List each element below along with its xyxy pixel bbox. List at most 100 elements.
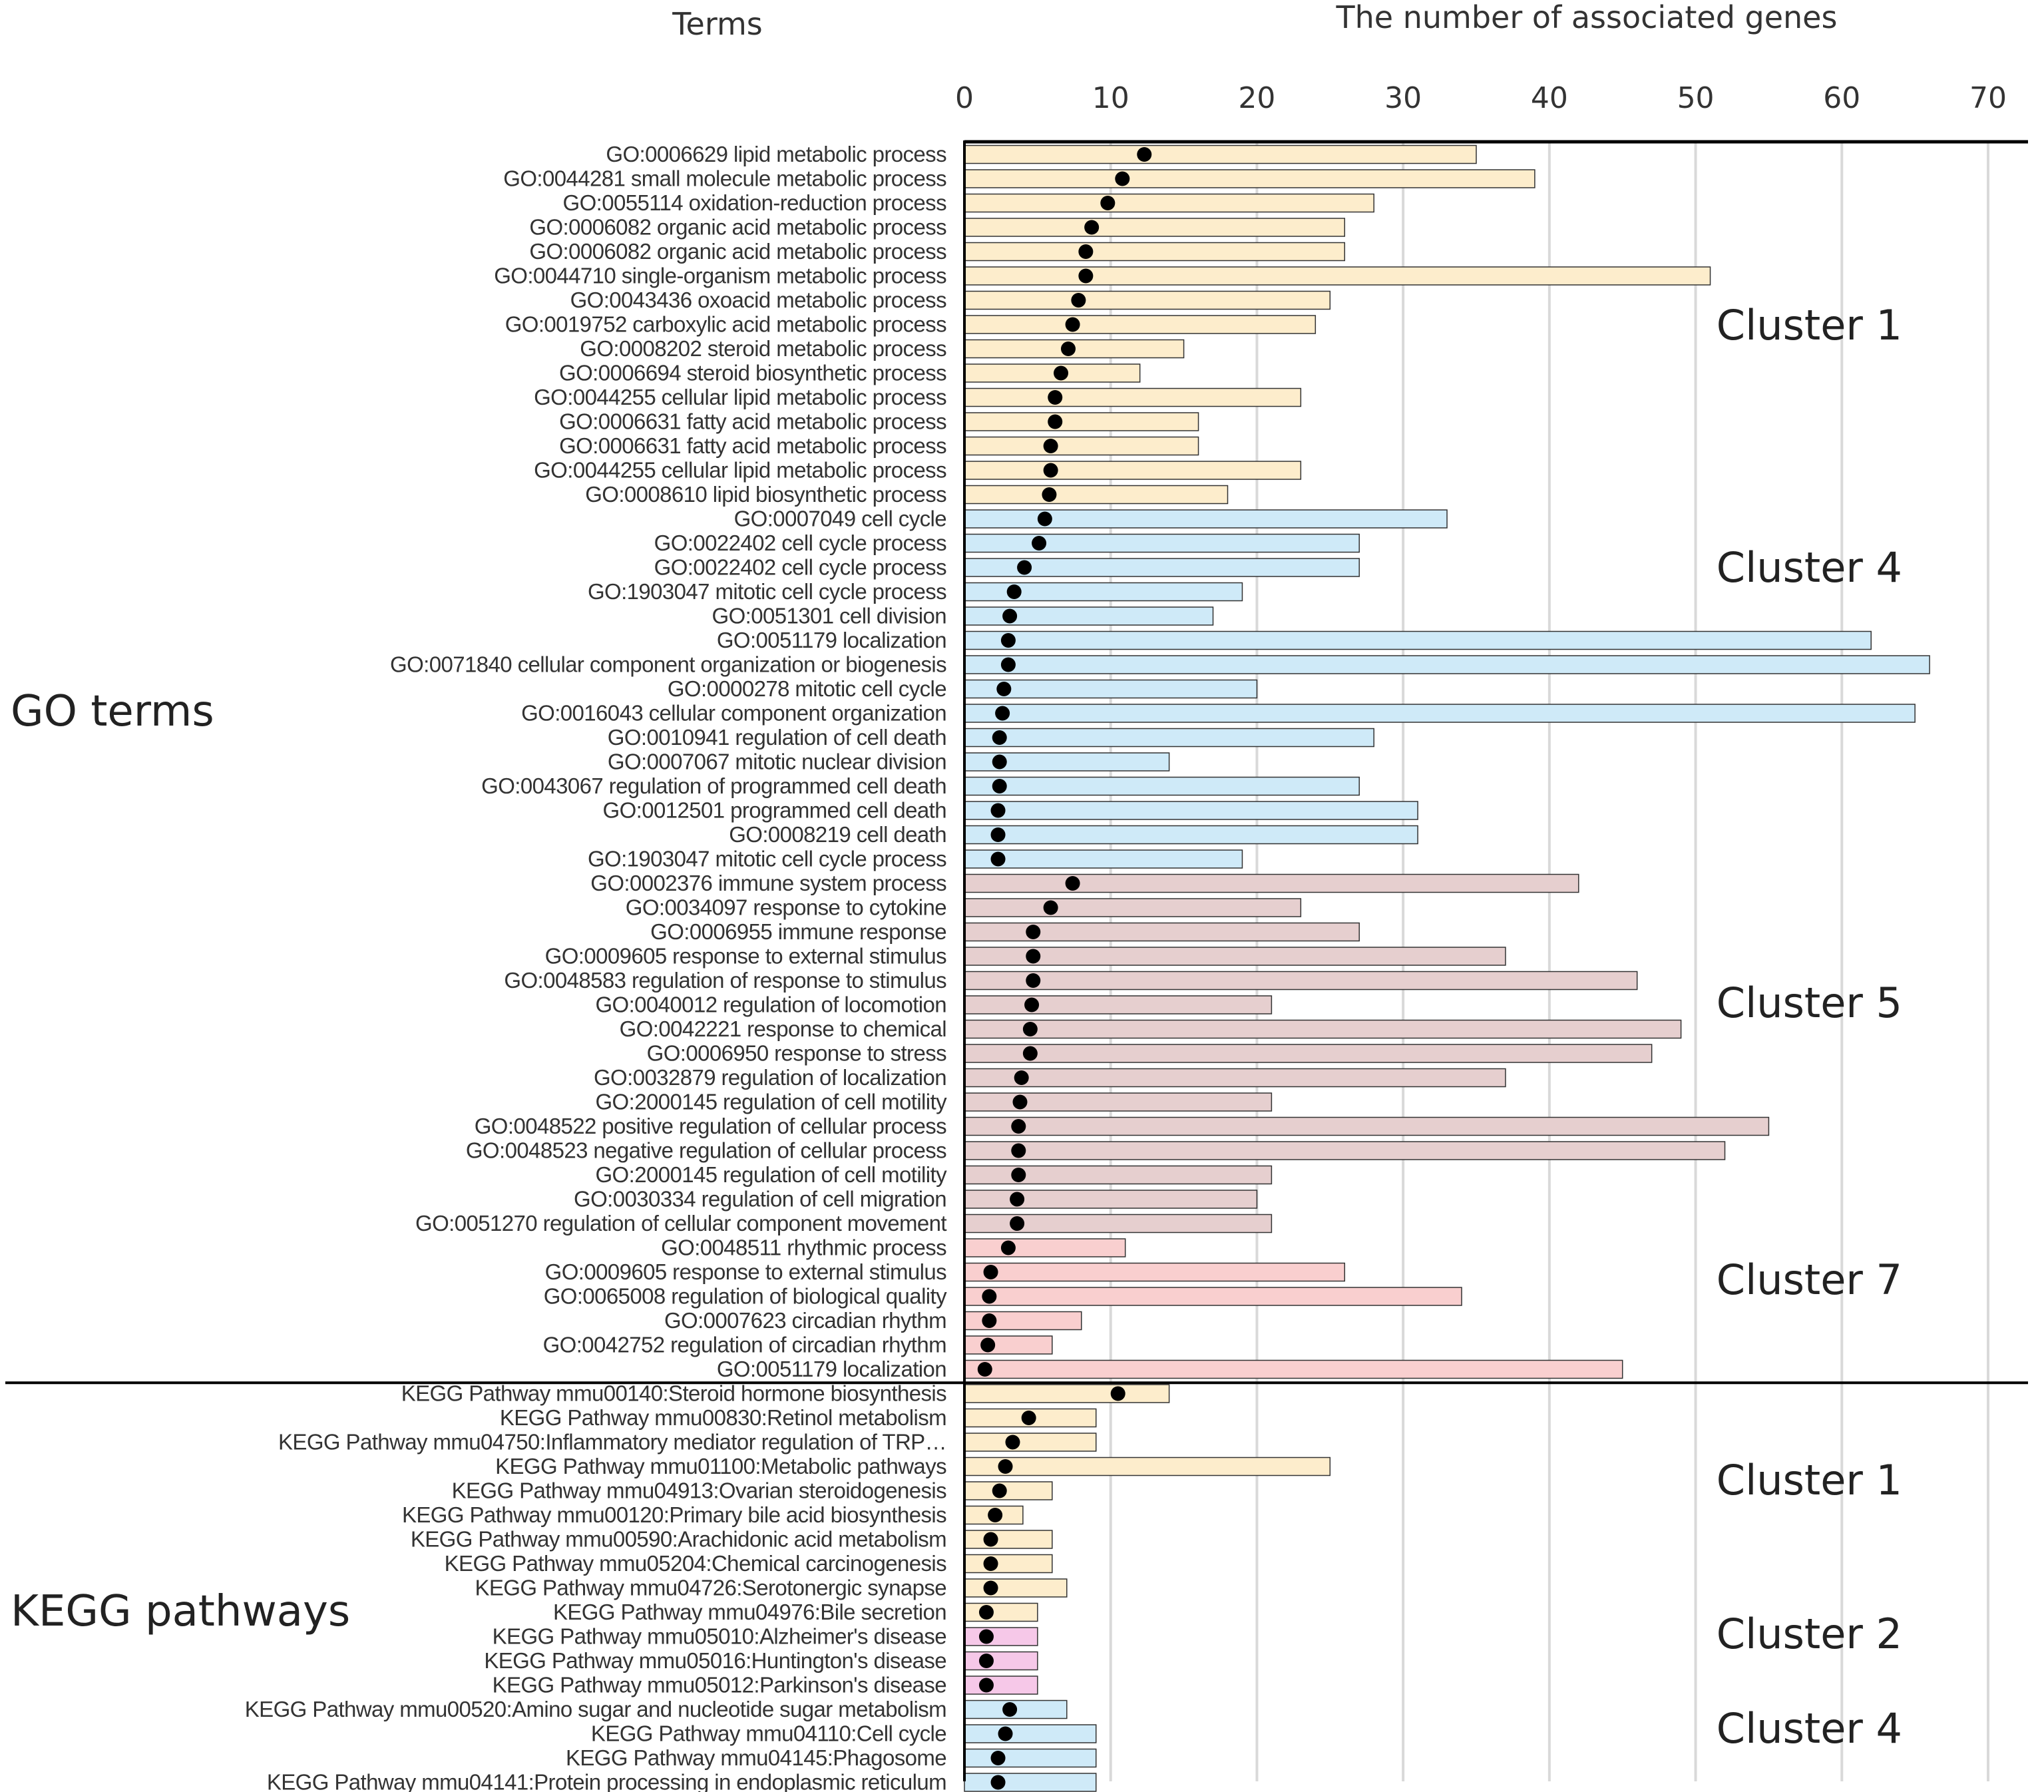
bar (964, 1651, 1038, 1671)
bar (964, 825, 1418, 845)
term-label: GO:0022402 cell cycle process (654, 555, 946, 580)
enrichment-dot (982, 1313, 997, 1328)
term-label: GO:0006631 fatty acid metabolic process (559, 409, 946, 434)
term-label: GO:0019752 carboxylic acid metabolic pro… (505, 312, 946, 337)
term-label: GO:0051179 localization (717, 1357, 946, 1381)
bar (964, 485, 1229, 505)
term-label: GO:0040012 regulation of locomotion (595, 993, 946, 1017)
enrichment-dot (1071, 293, 1086, 308)
enrichment-dot (1021, 1411, 1036, 1425)
term-label: GO:0007049 cell cycle (734, 507, 946, 531)
bar (964, 1238, 1126, 1257)
axes (5, 140, 2028, 1781)
enrichment-dot (1000, 657, 1016, 672)
term-label: GO:0048523 negative regulation of cellul… (466, 1138, 946, 1163)
enrichment-dot (1048, 390, 1063, 405)
term-label: GO:0051301 cell division (712, 604, 946, 628)
bar (964, 509, 1448, 529)
term-label: GO:1903047 mitotic cell cycle process (588, 579, 946, 604)
bar (964, 1676, 1038, 1695)
cluster-label: Cluster 5 (1717, 979, 1902, 1027)
bar (964, 1481, 1053, 1500)
enrichment-dot (1065, 876, 1080, 891)
term-label: GO:0042221 response to chemical (620, 1016, 946, 1041)
enrichment-dot (1024, 997, 1040, 1012)
term-label: GO:0051270 regulation of cellular compon… (415, 1211, 946, 1235)
enrichment-dot (978, 1678, 994, 1693)
term-label: GO:0008202 steroid metabolic process (580, 336, 946, 361)
enrichment-dot (1010, 1216, 1025, 1231)
term-label: GO:2000145 regulation of cell motility (595, 1090, 947, 1114)
term-label: KEGG Pathway mmu04726:Serotonergic synap… (475, 1576, 946, 1600)
term-label: GO:0030334 regulation of cell migration (574, 1187, 946, 1212)
bar (964, 1092, 1273, 1112)
bar (964, 1287, 1462, 1306)
enrichment-dot (978, 1654, 994, 1668)
enrichment-dot (977, 1362, 992, 1377)
term-label: GO:0043067 regulation of programmed cell… (481, 774, 946, 798)
cluster-label: Cluster 4 (1717, 1704, 1902, 1753)
section-labels: GO terms KEGG pathways (11, 687, 350, 1636)
section-label: KEGG pathways (11, 1587, 350, 1636)
bar (964, 1433, 1097, 1452)
enrichment-dot (1000, 633, 1016, 648)
term-label: GO:0022402 cell cycle process (654, 531, 946, 555)
bar (964, 776, 1360, 796)
enrichment-dot (1060, 341, 1076, 356)
term-label: GO:0006629 lipid metabolic process (606, 142, 946, 166)
bar (964, 1044, 1653, 1063)
enrichment-dots (977, 147, 1152, 1790)
term-label: KEGG Pathway mmu01100:Metabolic pathways (495, 1454, 946, 1478)
term-label: KEGG Pathway mmu00140:Steroid hormone bi… (401, 1381, 946, 1406)
bar (964, 898, 1302, 917)
enrichment-dot (1065, 317, 1080, 332)
term-label: GO:0006082 organic acid metabolic proces… (529, 239, 946, 264)
term-label: GO:0010941 regulation of cell death (608, 725, 946, 750)
enrichment-dot (1017, 560, 1032, 575)
enrichment-dot (1137, 147, 1152, 162)
x-tick-label: 40 (1531, 81, 1568, 115)
bar (964, 1262, 1346, 1282)
term-label: KEGG Pathway mmu00520:Amino sugar and nu… (245, 1697, 946, 1721)
x-axis-ticks: 0 10 20 30 40 50 60 70 (955, 81, 2007, 115)
term-label: GO:0048511 rhythmic process (661, 1235, 946, 1260)
term-label: KEGG Pathway mmu00120:Primary bile acid … (402, 1502, 946, 1527)
enrichment-dot (983, 1532, 998, 1547)
enrichment-dot (980, 1337, 996, 1353)
x-tick-label: 60 (1823, 81, 1860, 115)
enrichment-dot (990, 1775, 1006, 1790)
term-label: GO:0044255 cellular lipid metabolic proc… (534, 458, 946, 483)
enrichment-dot (1084, 220, 1100, 235)
cluster-label: Cluster 1 (1717, 1456, 1902, 1504)
term-label: GO:0071840 cellular component organizati… (390, 652, 946, 677)
cluster-label: Cluster 7 (1717, 1255, 1902, 1304)
enrichment-dot (998, 1459, 1013, 1474)
bar (964, 1602, 1038, 1622)
bar (964, 1773, 1097, 1792)
term-label: GO:0008610 lipid biosynthetic process (585, 482, 946, 507)
x-tick-label: 50 (1677, 81, 1715, 115)
term-label: GO:0006082 organic acid metabolic proces… (529, 215, 946, 240)
cluster-label: Cluster 4 (1717, 543, 1902, 592)
term-label: GO:0009605 response to external stimulus (545, 944, 946, 969)
term-label: GO:0007067 mitotic nuclear division (608, 750, 946, 774)
bar (964, 1456, 1331, 1476)
term-label: KEGG Pathway mmu04141:Protein processing… (267, 1770, 946, 1792)
bar (964, 461, 1302, 480)
bar (964, 582, 1243, 602)
bar (964, 849, 1243, 869)
bar (964, 630, 1872, 650)
enrichment-dot (1078, 244, 1094, 259)
term-label: GO:0008219 cell death (729, 822, 946, 847)
terms-header: Terms (672, 6, 762, 42)
bar (964, 1190, 1258, 1209)
term-label: KEGG Pathway mmu05204:Chemical carcinoge… (445, 1551, 946, 1576)
enrichment-dot (1043, 439, 1058, 453)
enrichment-dot (978, 1629, 994, 1644)
term-label: GO:0006631 fatty acid metabolic process (559, 433, 946, 458)
term-label: GO:0044281 small molecule metabolic proc… (503, 166, 946, 191)
bar (964, 1627, 1038, 1646)
enrichment-dot (1026, 949, 1041, 964)
term-label: GO:0006950 response to stress (647, 1041, 946, 1066)
term-label: GO:1903047 mitotic cell cycle process (588, 847, 946, 871)
